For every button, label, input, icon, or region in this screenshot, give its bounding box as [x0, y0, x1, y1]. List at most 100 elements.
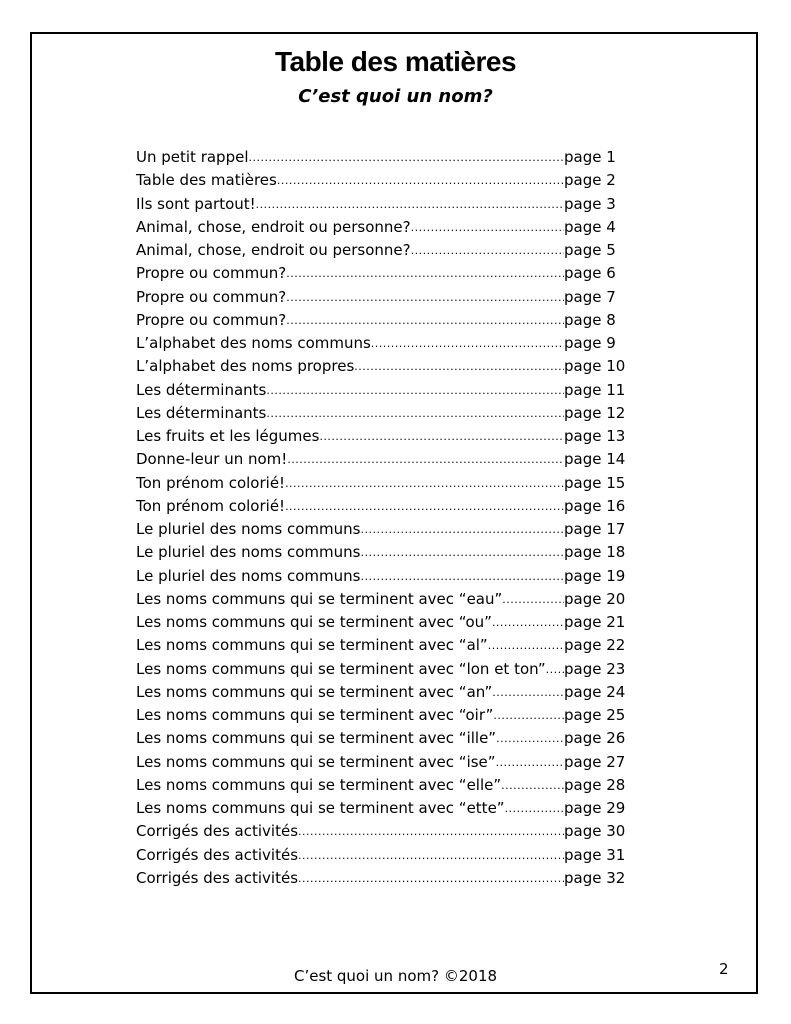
toc-entry: Les déterminants page 11 — [136, 379, 626, 402]
toc-entry: Les déterminants page 12 — [136, 402, 626, 425]
toc-entry-page: page 6 — [564, 264, 616, 283]
toc-entry: Les noms communs qui se terminent avec “… — [136, 704, 626, 727]
toc-entry-page: page 8 — [564, 310, 616, 329]
dot-leader — [502, 588, 564, 611]
toc-entry-title: Les noms communs qui se terminent avec “… — [136, 659, 546, 678]
footer-text: C’est quoi un nom? ©2018 — [293, 967, 498, 985]
toc-entry: Ils sont partout! page 3 — [136, 193, 626, 216]
dot-leader — [298, 820, 564, 843]
page-title: Table des matières — [274, 46, 517, 77]
toc-entry-title: Propre ou commun? — [136, 287, 287, 306]
toc-entry-page: page 7 — [564, 287, 616, 306]
toc-entry-title: Les noms communs qui se terminent avec “… — [136, 589, 503, 608]
toc-entry: Le pluriel des noms communs page 18 — [136, 541, 626, 564]
toc-entry: Les noms communs qui se terminent avec “… — [136, 588, 626, 611]
toc-entry-page: page 24 — [564, 682, 626, 701]
toc-entry-page: page 4 — [564, 217, 616, 236]
toc-entry-page: page 3 — [564, 194, 616, 213]
dot-leader — [286, 309, 564, 332]
toc-entry-title: Les noms communs qui se terminent avec “… — [136, 613, 492, 631]
dot-leader — [354, 355, 564, 378]
toc-entry: L’alphabet des noms propres page 10 — [136, 355, 626, 378]
dot-leader — [286, 286, 564, 309]
toc-entry-page: page 19 — [564, 566, 626, 585]
toc-entry: Les fruits et les légumes page 13 — [136, 425, 626, 448]
toc-entry-page: page 9 — [564, 334, 616, 352]
toc-entry-title: Les fruits et les légumes — [136, 427, 320, 445]
dot-leader — [266, 402, 564, 425]
dot-leader — [256, 193, 564, 216]
toc-entry-title: Ton prénom colorié! — [136, 473, 286, 492]
page-number: 2 — [719, 960, 729, 978]
dot-leader — [492, 611, 564, 634]
toc-entry-page: page 32 — [564, 868, 626, 887]
dot-leader — [285, 472, 564, 495]
toc-entry-title: Le pluriel des noms communs — [136, 543, 361, 562]
dot-leader — [501, 774, 564, 797]
toc-entry: Animal, chose, endroit ou personne? page … — [136, 216, 626, 239]
dot-leader — [277, 169, 564, 192]
dot-leader — [496, 751, 564, 774]
toc-entry-title: Les noms communs qui se terminent avec “… — [136, 682, 493, 701]
dot-leader — [360, 518, 564, 541]
toc-entry: Propre ou commun? page 7 — [136, 286, 626, 309]
toc-entry: Le pluriel des noms communs page 19 — [136, 565, 626, 588]
toc-entry-page: page 27 — [564, 752, 626, 771]
toc-entry: Le pluriel des noms communs page 17 — [136, 518, 626, 541]
toc-entry-title: Les noms communs qui se terminent avec “… — [136, 729, 497, 748]
toc-entry-title: Les noms communs qui se terminent avec “… — [136, 636, 488, 655]
dot-leader — [488, 634, 564, 657]
dot-leader — [493, 704, 564, 727]
dot-leader — [411, 216, 564, 239]
toc-entry-title: Le pluriel des noms communs — [136, 520, 361, 538]
toc-entry-title: Les noms communs qui se terminent avec “… — [136, 752, 496, 771]
toc-entry: Corrigés des activités page 32 — [136, 867, 626, 890]
toc-entry: Propre ou commun? page 8 — [136, 309, 626, 332]
dot-leader — [411, 239, 564, 262]
toc-entry-title: Corrigés des activités — [136, 868, 299, 887]
toc-entry-page: page 10 — [564, 357, 626, 376]
dot-leader — [298, 867, 564, 890]
toc-entry-page: page 23 — [564, 659, 626, 678]
toc-entry-title: Propre ou commun? — [136, 310, 287, 329]
dot-leader — [319, 425, 564, 448]
toc-entry: Corrigés des activités page 31 — [136, 844, 626, 867]
toc-entry: Table des matières page 2 — [136, 169, 626, 192]
toc-entry: Animal, chose, endroit ou personne? page … — [136, 239, 626, 262]
dot-leader — [360, 541, 564, 564]
toc-entry-page: page 21 — [564, 613, 626, 631]
toc-entry: Les noms communs qui se terminent avec “… — [136, 681, 626, 704]
dot-leader — [546, 658, 564, 681]
toc-entry-page: page 11 — [564, 380, 626, 399]
toc-entry-title: Donne-leur un nom! — [136, 450, 288, 469]
page-border — [30, 32, 758, 994]
toc-entry-page: page 16 — [564, 496, 626, 515]
toc-entry-page: page 15 — [564, 473, 626, 492]
toc-entry-title: Les noms communs qui se terminent avec “… — [136, 775, 502, 794]
toc-entry: Propre ou commun? page 6 — [136, 262, 626, 285]
dot-leader — [266, 379, 564, 402]
toc-entry-title: Propre ou commun? — [136, 264, 287, 283]
toc-entry: Les noms communs qui se terminent avec “… — [136, 634, 626, 657]
toc-entry-page: page 25 — [564, 706, 626, 724]
toc-entry: Donne-leur un nom! page 14 — [136, 448, 626, 471]
toc-entry-title: Les noms communs qui se terminent avec “… — [136, 706, 494, 724]
page-subtitle: C’est quoi un nom? — [298, 86, 493, 107]
toc-entry: Corrigés des activités page 30 — [136, 820, 626, 843]
toc-entry-page: page 12 — [564, 403, 626, 422]
toc-entry: Les noms communs qui se terminent avec “… — [136, 611, 626, 634]
toc-entry-title: Animal, chose, endroit ou personne? — [136, 217, 411, 236]
toc-entry-page: page 20 — [564, 589, 626, 608]
toc-entry-page: page 30 — [564, 822, 626, 841]
toc-entry: Ton prénom colorié! page 16 — [136, 495, 626, 518]
dot-leader — [286, 262, 564, 285]
toc-entry-title: Les déterminants — [136, 403, 267, 422]
toc-entry: Ton prénom colorié! page 15 — [136, 472, 626, 495]
toc-entry-page: page 2 — [564, 171, 616, 190]
toc-entry-title: Corrigés des activités — [136, 822, 299, 841]
toc-entry-page: page 22 — [564, 636, 626, 655]
toc-entry-page: page 26 — [564, 729, 626, 748]
toc-entry-page: page 13 — [564, 427, 626, 445]
dot-leader — [360, 565, 564, 588]
toc-entry-page: page 17 — [564, 520, 626, 538]
